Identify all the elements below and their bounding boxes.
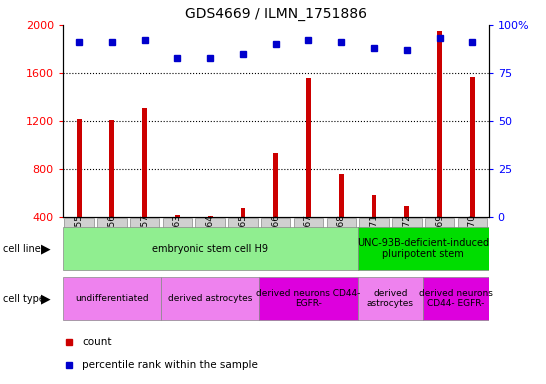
Text: UNC-93B-deficient-induced
pluripotent stem: UNC-93B-deficient-induced pluripotent st… xyxy=(357,238,489,260)
Bar xyxy=(195,218,225,266)
Bar xyxy=(63,227,358,270)
Text: undifferentiated: undifferentiated xyxy=(75,294,149,303)
Bar xyxy=(437,31,442,265)
Bar xyxy=(359,218,389,266)
Text: GSM997564: GSM997564 xyxy=(206,215,215,269)
Text: cell type: cell type xyxy=(3,293,45,304)
Bar xyxy=(76,119,82,265)
Bar xyxy=(339,174,344,265)
Bar xyxy=(358,227,489,270)
Text: percentile rank within the sample: percentile rank within the sample xyxy=(82,360,258,370)
Bar xyxy=(423,277,489,320)
Bar xyxy=(458,218,487,266)
Text: derived neurons
CD44- EGFR-: derived neurons CD44- EGFR- xyxy=(419,289,493,308)
Bar xyxy=(259,277,358,320)
Bar xyxy=(306,78,311,265)
Bar xyxy=(142,108,147,265)
Bar xyxy=(371,195,377,265)
Bar xyxy=(358,277,423,320)
Text: GSM997571: GSM997571 xyxy=(370,214,378,270)
Bar xyxy=(294,218,323,266)
Text: GSM997563: GSM997563 xyxy=(173,214,182,270)
Text: GSM997572: GSM997572 xyxy=(402,215,411,269)
Text: GSM997570: GSM997570 xyxy=(468,214,477,270)
Text: GSM997568: GSM997568 xyxy=(337,214,346,270)
Bar xyxy=(425,218,454,266)
Text: GSM997555: GSM997555 xyxy=(75,214,84,270)
Text: ▶: ▶ xyxy=(41,292,51,305)
Bar xyxy=(327,218,356,266)
Text: GSM997565: GSM997565 xyxy=(239,214,247,270)
Bar xyxy=(404,206,410,265)
Text: embryonic stem cell H9: embryonic stem cell H9 xyxy=(152,243,268,254)
Bar xyxy=(64,218,94,266)
Bar xyxy=(97,218,127,266)
Bar xyxy=(161,277,259,320)
Title: GDS4669 / ILMN_1751886: GDS4669 / ILMN_1751886 xyxy=(185,7,367,21)
Bar xyxy=(130,218,159,266)
Text: derived astrocytes: derived astrocytes xyxy=(168,294,252,303)
Text: derived
astrocytes: derived astrocytes xyxy=(367,289,414,308)
Text: GSM997556: GSM997556 xyxy=(108,214,116,270)
Bar xyxy=(240,208,246,265)
Bar xyxy=(109,120,115,265)
Bar xyxy=(63,277,161,320)
Text: GSM997566: GSM997566 xyxy=(271,214,280,270)
Text: derived neurons CD44-
EGFR-: derived neurons CD44- EGFR- xyxy=(256,289,361,308)
Text: cell line: cell line xyxy=(3,243,40,254)
Bar xyxy=(261,218,290,266)
Text: GSM997567: GSM997567 xyxy=(304,214,313,270)
Text: GSM997557: GSM997557 xyxy=(140,214,149,270)
Bar xyxy=(392,218,422,266)
Bar xyxy=(273,153,278,265)
Text: ▶: ▶ xyxy=(41,242,51,255)
Bar xyxy=(207,216,213,265)
Text: GSM997569: GSM997569 xyxy=(435,214,444,270)
Text: count: count xyxy=(82,337,111,347)
Bar xyxy=(470,76,475,265)
Bar xyxy=(163,218,192,266)
Bar xyxy=(175,215,180,265)
Bar xyxy=(228,218,258,266)
